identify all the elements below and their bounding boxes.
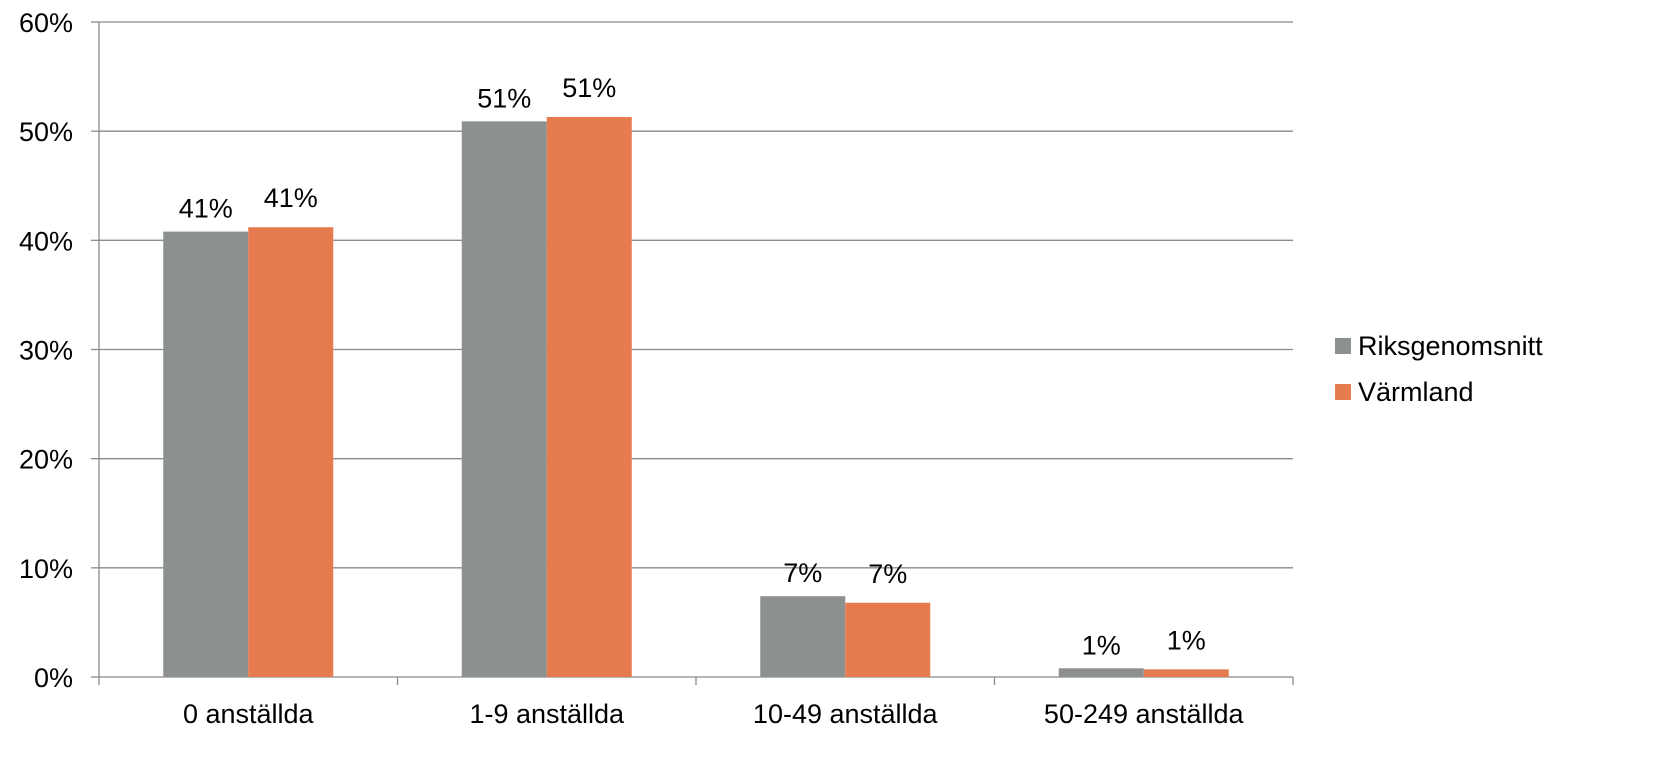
y-tick-label: 10%: [19, 554, 73, 584]
legend-label: Riksgenomsnitt: [1358, 331, 1543, 361]
data-label: 51%: [562, 73, 616, 103]
data-label: 1%: [1167, 625, 1206, 655]
x-category-label: 50-249 anställda: [1044, 699, 1245, 729]
legend-swatch: [1335, 338, 1351, 354]
legend-item: Riksgenomsnitt: [1335, 331, 1543, 361]
bar: [461, 121, 547, 677]
y-tick-label: 60%: [19, 8, 73, 38]
y-tick-label: 30%: [19, 336, 73, 366]
data-label: 7%: [783, 558, 822, 588]
legend-item: Värmland: [1335, 377, 1474, 407]
x-category-label: 0 anställda: [183, 699, 315, 729]
data-label: 51%: [477, 83, 531, 113]
bar: [760, 596, 846, 677]
y-tick-label: 20%: [19, 445, 73, 475]
bar: [1143, 669, 1229, 677]
bar: [546, 116, 632, 678]
bars: [163, 116, 1229, 678]
data-label: 7%: [868, 559, 907, 589]
bar: [845, 602, 931, 677]
legend: Riksgenomsnitt Värmland: [1335, 331, 1543, 407]
data-label: 1%: [1082, 630, 1121, 660]
x-category-label: 10-49 anställda: [753, 699, 939, 729]
legend-swatch: [1335, 384, 1351, 400]
bar: [163, 231, 249, 677]
data-label: 41%: [264, 183, 318, 213]
data-label: 41%: [179, 194, 233, 224]
x-category-label: 1-9 anställda: [469, 699, 625, 729]
y-axis-ticks: 0% 10% 20% 30% 40% 50% 60%: [19, 8, 99, 693]
legend-label: Värmland: [1358, 377, 1474, 407]
bar: [1058, 668, 1144, 677]
y-tick-label: 0%: [34, 663, 73, 693]
data-labels: 41% 41% 51% 51% 7% 7% 1% 1%: [179, 73, 1206, 660]
y-tick-label: 50%: [19, 117, 73, 147]
bar: [248, 227, 334, 677]
x-axis-labels: 0 anställda 1-9 anställda 10-49 anställda 5…: [183, 699, 1245, 729]
y-tick-label: 40%: [19, 226, 73, 256]
